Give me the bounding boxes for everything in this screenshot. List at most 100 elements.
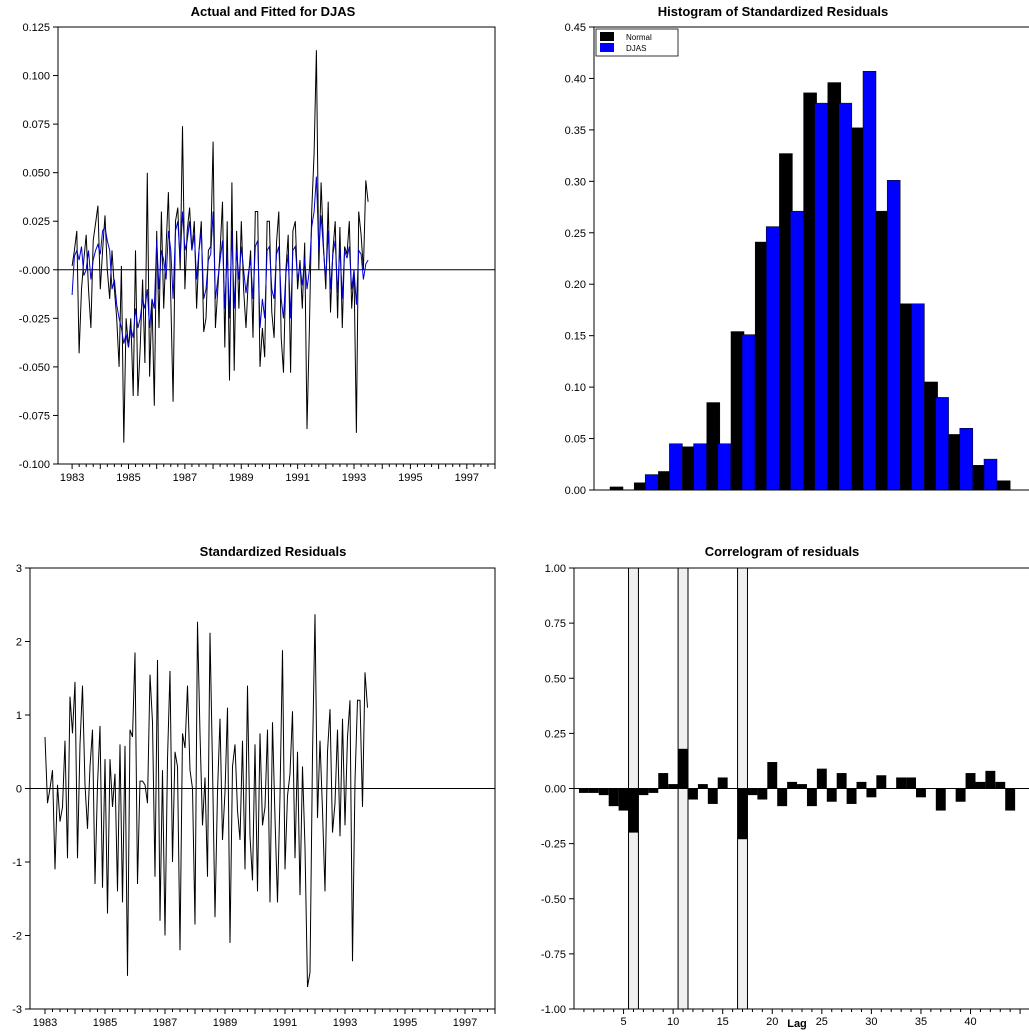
acf-bar [578, 788, 589, 793]
y-tick-label: 0 [16, 784, 22, 796]
y-tick-label: 0.30 [565, 176, 586, 188]
y-tick-label: -0.25 [541, 839, 566, 851]
y-tick-label: 0.25 [565, 228, 586, 240]
x-tick-label: 1995 [393, 1017, 417, 1029]
x-tick-label: 20 [766, 1016, 778, 1028]
acf-bar [588, 788, 599, 793]
y-tick-label: 0.75 [545, 618, 566, 630]
acf-bar [866, 788, 877, 798]
acf-bar [995, 781, 1006, 789]
acf-bar [638, 788, 649, 796]
hist-bar-djas [959, 428, 974, 491]
y-tick-label: 0.00 [565, 485, 586, 497]
legend-label-djas: DJAS [626, 44, 646, 53]
acf-bar [668, 784, 679, 789]
acf-bar [836, 773, 847, 789]
acf-bar [1005, 788, 1016, 811]
acf-bar [608, 788, 619, 807]
acf-bar [648, 788, 659, 793]
acf-bar [876, 775, 887, 789]
y-tick-label: 0.40 [565, 73, 586, 85]
hist-bar-djas [717, 443, 732, 491]
acf-bar [797, 784, 807, 789]
y-tick-label: 0.45 [565, 22, 586, 34]
x-tick-label: 1987 [173, 472, 197, 484]
acf-bar [935, 788, 946, 811]
acf-bar [628, 788, 639, 833]
chart-correlogram: Correlogram of residuals -1.00 -0.75 -0.50… [541, 544, 1029, 1030]
hist-bar-djas [911, 303, 925, 491]
acf-bar [767, 762, 778, 789]
x-tick-label: 1987 [153, 1017, 177, 1029]
series-line-1 [71, 176, 369, 348]
acf-bar [806, 788, 817, 807]
acf-bar [816, 768, 827, 789]
y-tick-label: 0.35 [565, 125, 586, 137]
y-tick-label: 0.50 [545, 673, 566, 685]
y-tick-label: -1 [12, 857, 22, 869]
hist-bar-djas [814, 102, 828, 491]
acf-bar [598, 788, 609, 796]
y-tick-label: 3 [16, 563, 22, 575]
x-tick-label: 1997 [453, 1017, 477, 1029]
legend-label-normal: Normal [626, 33, 652, 42]
hist-bar-djas [765, 226, 780, 491]
legend-swatch-normal [600, 32, 614, 41]
hist-bar-normal [609, 486, 624, 491]
y-tick-label: 0.10 [565, 382, 586, 394]
legend: Normal DJAS [595, 28, 679, 57]
x-tick-label: 1985 [116, 472, 140, 484]
y-tick-label: 0.125 [22, 22, 50, 34]
x-tick-label: 10 [667, 1016, 679, 1028]
y-tick-label: -2 [12, 931, 22, 943]
acf-bar [896, 777, 907, 789]
correlogram-xlabel: Lag [787, 1018, 807, 1030]
std-residuals-title: Standardized Residuals [200, 544, 347, 559]
histogram-plot: 0.00 0.05 0.10 0.15 0.20 0.25 0.30 0.35 0.40 0.45… [565, 22, 1011, 497]
acf-bar [688, 788, 698, 800]
series-line-0 [71, 50, 369, 443]
std-residuals-plot: -3 -2 -1 0 1 2 3 1983 1985 1987 1989 1991 1993 1995 19… [12, 563, 496, 1029]
acf-bar [737, 788, 748, 840]
x-tick-label: 1991 [273, 1017, 297, 1029]
x-tick-label: 1983 [33, 1017, 57, 1029]
hist-bar-djas [669, 443, 683, 491]
hist-bar-djas [741, 334, 756, 491]
x-tick-label: 1993 [342, 472, 366, 484]
acf-bar [707, 788, 718, 804]
y-tick-label: 0.075 [22, 119, 50, 131]
acf-bar [975, 781, 986, 789]
x-tick-label: 40 [964, 1016, 976, 1028]
hist-bar-djas [886, 180, 901, 491]
x-tick-label: 1983 [60, 472, 84, 484]
y-tick-label: -0.025 [19, 313, 50, 325]
y-tick-label: 0.25 [545, 728, 566, 740]
y-tick-label: -0.100 [19, 459, 50, 471]
y-tick-label: 0.050 [22, 168, 50, 180]
x-tick-label: 35 [915, 1016, 927, 1028]
y-tick-label: -0.000 [19, 265, 50, 277]
acf-bar [856, 781, 867, 789]
hist-bar-djas [935, 397, 949, 491]
series-line-0 [44, 614, 368, 988]
y-tick-label: -1.00 [541, 1004, 566, 1016]
y-tick-label: 0.15 [565, 331, 586, 343]
acf-bar [658, 773, 669, 789]
x-tick-label: 15 [717, 1016, 729, 1028]
y-tick-label: -0.50 [541, 894, 566, 906]
y-tick-label: 0.100 [22, 71, 50, 83]
hist-bar-djas [790, 210, 804, 491]
x-tick-label: 1995 [398, 472, 422, 484]
acf-bar [906, 777, 916, 789]
legend-swatch-djas [600, 43, 614, 52]
chart-histogram: Histogram of Standardized Residuals 0.00… [565, 4, 1029, 497]
y-tick-label: 2 [16, 637, 22, 649]
y-tick-label: -0.75 [541, 949, 566, 961]
acf-bar [717, 777, 728, 789]
acf-bar [697, 784, 708, 789]
y-tick-label: 0.00 [545, 784, 566, 796]
hist-bar-djas [862, 70, 877, 491]
x-tick-label: 1985 [93, 1017, 117, 1029]
x-tick-label: 25 [816, 1016, 828, 1028]
x-tick-label: 5 [621, 1016, 627, 1028]
